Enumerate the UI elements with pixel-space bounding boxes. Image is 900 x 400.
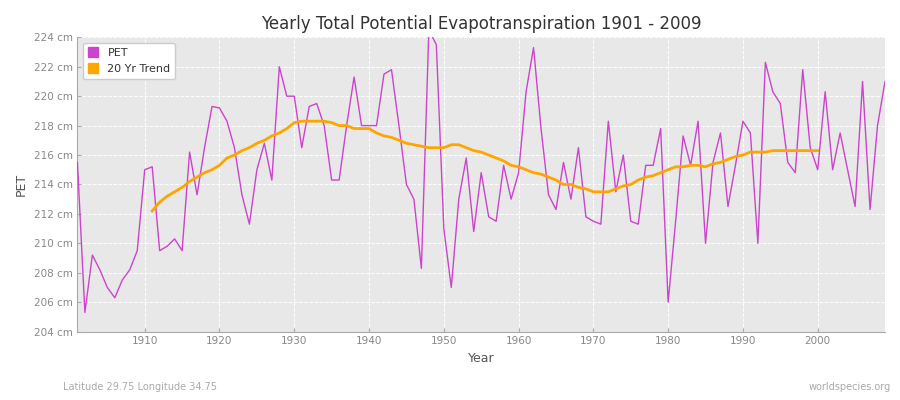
Legend: PET, 20 Yr Trend: PET, 20 Yr Trend	[83, 43, 175, 79]
Text: worldspecies.org: worldspecies.org	[809, 382, 891, 392]
Title: Yearly Total Potential Evapotranspiration 1901 - 2009: Yearly Total Potential Evapotranspiratio…	[261, 15, 701, 33]
X-axis label: Year: Year	[468, 352, 494, 365]
Y-axis label: PET: PET	[15, 173, 28, 196]
Text: Latitude 29.75 Longitude 34.75: Latitude 29.75 Longitude 34.75	[63, 382, 217, 392]
